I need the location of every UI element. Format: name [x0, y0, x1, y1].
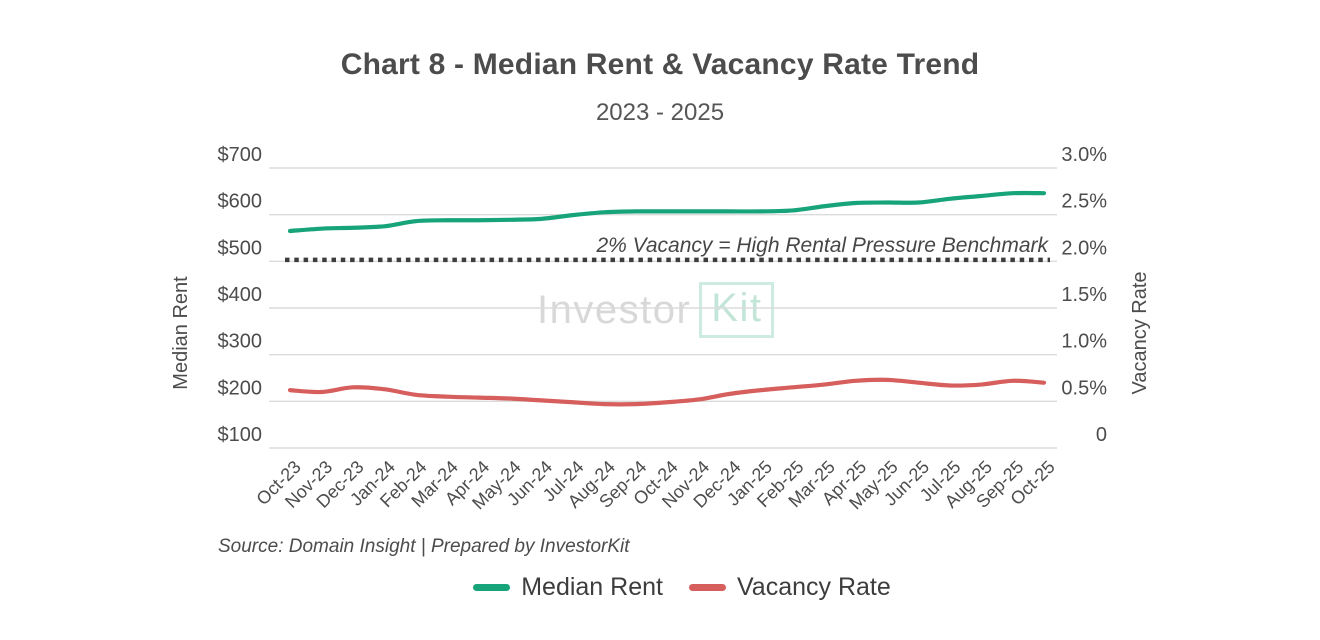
- left-axis-tick-label: $400: [218, 284, 263, 306]
- benchmark-annotation: 2% Vacancy = High Rental Pressure Benchm…: [595, 234, 1049, 257]
- right-axis-tick-label: 2.5%: [1061, 191, 1107, 213]
- right-axis-title: Vacancy Rate: [1129, 271, 1151, 394]
- left-axis-tick-label: $600: [218, 191, 263, 213]
- legend-item-vacancy-rate: Vacancy Rate: [688, 573, 891, 602]
- chart-plot-area: $700 3.0% $600 2.5% $500 2.0% $400 1.5% $300 1.0%…: [170, 144, 1151, 513]
- left-axis-tick-label: $500: [218, 237, 263, 259]
- left-axis-tick-label: $700: [218, 144, 263, 166]
- left-axis-tick-label: $200: [218, 377, 263, 399]
- vacancy-rate-line-swatch-icon: [688, 584, 726, 591]
- left-axis-tick-label: $300: [218, 331, 263, 353]
- left-axis-title: Median Rent: [170, 276, 192, 390]
- legend-label-vacancy-rate: Vacancy Rate: [736, 573, 891, 601]
- legend-label-median-rent: Median Rent: [521, 573, 663, 601]
- right-axis-tick-label: 2.0%: [1061, 237, 1107, 259]
- right-axis-tick-label: 3.0%: [1061, 144, 1107, 166]
- right-axis-tick-label: 0.5%: [1061, 377, 1107, 399]
- right-axis-tick-label: 1.0%: [1061, 331, 1107, 353]
- median-rent-line: [287, 190, 1047, 234]
- chart-subtitle: 2023 - 2025: [595, 99, 725, 126]
- legend-item-median-rent: Median Rent: [473, 573, 663, 602]
- right-axis-tick-label: 1.5%: [1061, 284, 1107, 306]
- source-note: Source: Domain Insight | Prepared by Inv…: [218, 536, 630, 557]
- median-rent-line-swatch-icon: [473, 584, 511, 591]
- right-axis-tick-label: 0: [1096, 424, 1107, 446]
- chart-legend: Median Rent Vacancy Rate: [22, 573, 1320, 602]
- left-axis-tick-label: $100: [218, 424, 263, 446]
- chart-title: Chart 8 - Median Rent & Vacancy Rate Tre…: [340, 48, 980, 81]
- watermark-text-investor: Investor: [537, 287, 692, 332]
- vacancy-rate-line: [287, 377, 1047, 407]
